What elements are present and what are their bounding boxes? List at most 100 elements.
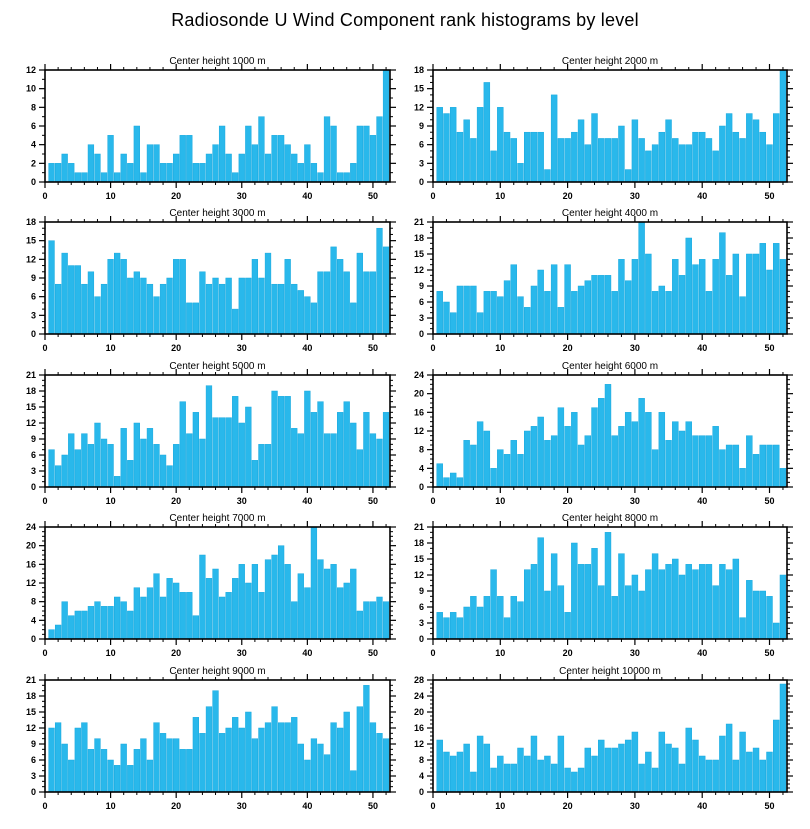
bar (591, 548, 598, 640)
x-tick-label: 0 (430, 801, 435, 811)
bar (752, 590, 760, 640)
bar (537, 269, 544, 335)
bar (277, 545, 285, 640)
bar (323, 271, 331, 335)
y-tick-label: 0 (31, 787, 36, 797)
bar (114, 765, 121, 793)
bar (557, 735, 565, 793)
bar (591, 407, 598, 488)
x-tick-label: 20 (563, 801, 573, 811)
bar (114, 172, 121, 183)
bar (245, 277, 252, 335)
bar (766, 751, 773, 793)
bar (746, 253, 753, 335)
bar (685, 237, 692, 335)
bar (584, 747, 592, 793)
bar (356, 252, 363, 335)
x-tick-label: 10 (106, 801, 116, 811)
bar (483, 82, 491, 183)
bar (739, 296, 746, 335)
bar (577, 564, 585, 640)
x-tick-label: 50 (368, 801, 378, 811)
y-tick-label: 24 (414, 370, 424, 380)
bar (537, 537, 544, 640)
bar (363, 271, 370, 335)
x-tick-label: 50 (368, 343, 378, 353)
bar (746, 435, 753, 488)
y-tick-label: 9 (419, 121, 424, 131)
bar (524, 430, 531, 488)
y-tick-label: 18 (26, 386, 36, 396)
bar (631, 119, 639, 183)
bar (369, 271, 377, 335)
page-title: Radiosonde U Wind Component rank histogr… (171, 10, 639, 30)
bar (277, 396, 285, 488)
bar (337, 412, 344, 488)
bar (173, 259, 180, 335)
bar (463, 440, 470, 488)
bar (376, 438, 383, 488)
bar (153, 144, 160, 183)
x-tick-label: 0 (42, 496, 47, 506)
bar (483, 743, 491, 793)
y-tick-label: 8 (419, 755, 424, 765)
bar (665, 564, 672, 640)
bar (140, 172, 147, 183)
bar (166, 163, 173, 183)
bar (510, 596, 517, 640)
bar (564, 767, 571, 793)
bar (297, 573, 304, 640)
bar (120, 743, 127, 793)
bar (251, 144, 259, 183)
bar (517, 296, 524, 335)
y-tick-label: 8 (419, 445, 424, 455)
bar (611, 435, 618, 488)
bar (100, 606, 108, 640)
bar (258, 444, 265, 488)
bar (665, 440, 672, 488)
bar (238, 153, 245, 183)
bar (153, 722, 160, 793)
x-tick-label: 20 (171, 191, 181, 201)
bar (81, 610, 88, 640)
bar (645, 253, 652, 335)
bar (678, 430, 686, 488)
histogram-center-height-4000-m: Center height 4000 m 0 10 20 30 40 50 0 3 6 9 12 15 1… (414, 208, 793, 353)
bar (779, 468, 787, 488)
bar (271, 706, 278, 793)
bar (739, 617, 746, 640)
subplot-title: Center height 1000 m (169, 56, 265, 67)
bar (739, 138, 746, 183)
bar (48, 240, 55, 335)
bar (604, 747, 612, 793)
bars (436, 221, 787, 335)
histogram-center-height-5000-m: Center height 5000 m 0 10 20 30 40 50 0 3 6 9 12 15 1… (26, 361, 396, 506)
bar (456, 477, 464, 488)
bar (146, 587, 154, 640)
bar (591, 755, 598, 793)
bar (186, 135, 193, 183)
y-tick-label: 6 (419, 140, 424, 150)
bar (192, 615, 199, 640)
bar (186, 433, 193, 488)
bar (732, 558, 740, 640)
bar (192, 163, 199, 183)
bar (719, 449, 726, 488)
y-tick-label: 28 (414, 675, 424, 685)
x-tick-label: 0 (430, 191, 435, 201)
bar (330, 246, 337, 335)
bar (490, 468, 497, 488)
bars (48, 685, 390, 793)
x-tick-label: 50 (368, 648, 378, 658)
bar (107, 259, 114, 335)
bar (550, 553, 558, 640)
bar (212, 277, 219, 335)
bar (251, 460, 259, 488)
bar (443, 617, 450, 640)
bar (497, 296, 504, 335)
plot-frame (432, 69, 788, 183)
bar (232, 308, 239, 335)
bar (678, 144, 686, 183)
bar (638, 763, 645, 793)
y-tick-label: 12 (414, 102, 424, 112)
